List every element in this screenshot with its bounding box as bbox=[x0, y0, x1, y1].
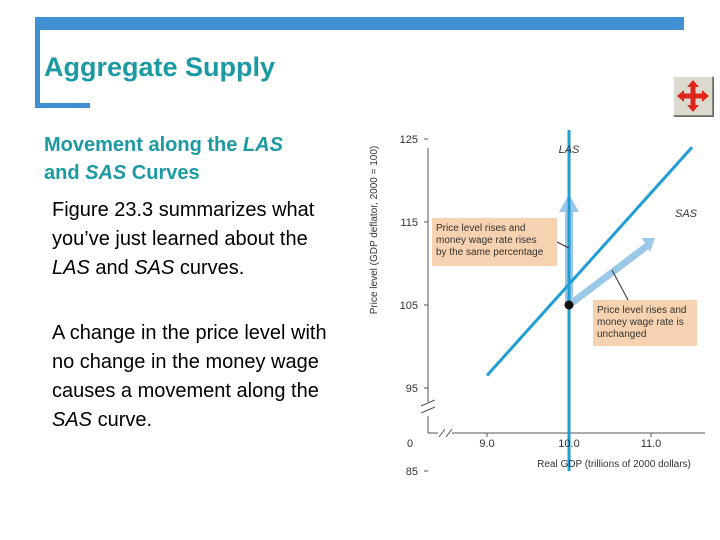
annotation-wage-unchanged: Price level rises and money wage rate is u… bbox=[593, 269, 697, 346]
annotation-text: Price level rises and money wage rate ris… bbox=[436, 223, 544, 258]
as-chart: Price level rises and money wage rate ris… bbox=[369, 39, 705, 478]
paragraph-emphasis: SAS bbox=[134, 257, 175, 279]
subheading-text: and bbox=[44, 162, 86, 184]
y-tick-label: 85 bbox=[406, 466, 418, 475]
subheading-text: Curves bbox=[126, 162, 200, 184]
las-label: LAS bbox=[559, 144, 580, 156]
paragraph-text: curve. bbox=[92, 409, 153, 431]
y-axis-label: Price level (GDP deflator, 2000 = 100) bbox=[369, 146, 380, 315]
annotation-line: by the same percentage bbox=[436, 247, 544, 258]
y-tick-label: 125 bbox=[400, 134, 418, 146]
paragraph-movement: A change in the price level with no chan… bbox=[52, 319, 342, 435]
annotation-same-percentage: Price level rises and money wage rate ris… bbox=[432, 218, 570, 266]
y-tick-label: 115 bbox=[400, 217, 418, 229]
x-tick-label: 11.0 bbox=[641, 438, 662, 450]
paragraph-emphasis: SAS bbox=[52, 409, 93, 431]
annotation-line: money wage rate is bbox=[597, 317, 684, 328]
slide-subheading: Movement along the LAS and SAS Curves bbox=[44, 131, 354, 187]
paragraph-text: A change in the price level with no chan… bbox=[52, 322, 327, 402]
x-tick-label: 9.0 bbox=[479, 438, 494, 450]
annotation-line: Price level rises and bbox=[597, 305, 686, 316]
move-arrows-button[interactable] bbox=[673, 76, 713, 116]
paragraph-summary: Figure 23.3 summarizes what you’ve just … bbox=[52, 196, 342, 283]
subheading-sas: SAS bbox=[85, 162, 127, 184]
title-frame-bottom-bar bbox=[35, 103, 90, 108]
slide-title: Aggregate Supply bbox=[44, 52, 276, 82]
sas-curve bbox=[485, 146, 694, 377]
annotation-line: unchanged bbox=[597, 329, 647, 340]
annotation-text: Price level rises and money wage rate is u… bbox=[597, 305, 686, 340]
move-arrows-icon bbox=[677, 80, 709, 112]
as-figure: Price level rises and money wage rate ris… bbox=[360, 39, 710, 480]
y-tick-label: 105 bbox=[400, 300, 418, 312]
sas-label: SAS bbox=[675, 208, 698, 220]
annotation-leader-line bbox=[556, 241, 570, 249]
subheading-las: LAS bbox=[242, 134, 283, 156]
paragraph-emphasis: LAS bbox=[52, 257, 90, 279]
x-axis-label: Real GDP (trillions of 2000 dollars) bbox=[537, 459, 691, 470]
title-frame-top-bar bbox=[35, 17, 684, 30]
paragraph-text: curves. bbox=[174, 257, 245, 279]
annotation-box bbox=[593, 300, 697, 346]
origin-label: 0 bbox=[407, 438, 413, 450]
equilibrium-point bbox=[564, 300, 574, 310]
paragraph-text: and bbox=[89, 257, 135, 279]
annotation-box bbox=[432, 218, 557, 266]
annotation-line: money wage rate rises bbox=[436, 235, 537, 246]
sas-movement-arrowhead bbox=[642, 238, 655, 252]
y-tick-label: 95 bbox=[406, 383, 418, 395]
title-frame-left-bar bbox=[35, 17, 40, 107]
annotation-line: Price level rises and bbox=[436, 223, 525, 234]
subheading-text: Movement along the bbox=[44, 134, 243, 156]
x-tick-label: 10.0 bbox=[558, 438, 579, 450]
annotation-leader-line bbox=[611, 269, 629, 301]
sas-movement-arrow bbox=[566, 243, 650, 308]
x-axis-break bbox=[438, 428, 453, 438]
paragraph-text: Figure 23.3 summarizes what you’ve just … bbox=[52, 199, 315, 250]
y-axis-break bbox=[420, 399, 436, 414]
